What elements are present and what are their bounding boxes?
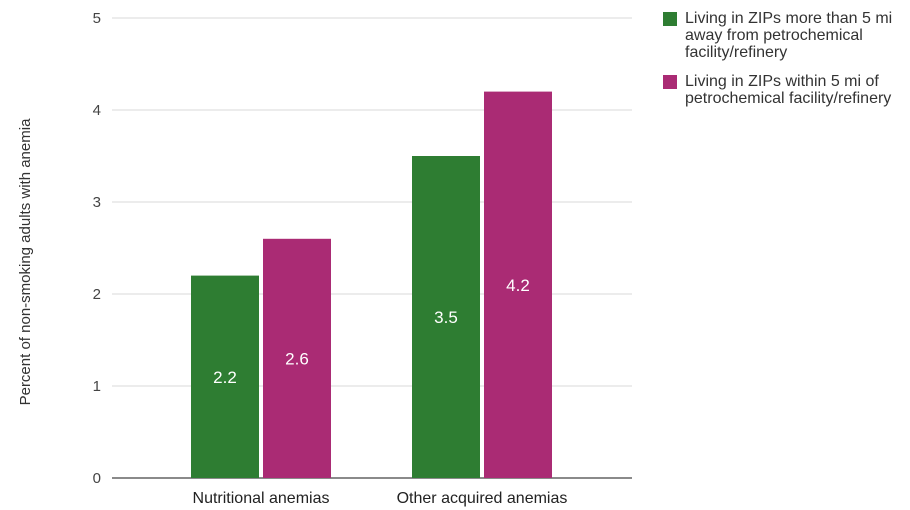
gridlines [112, 17, 632, 479]
y-tick-label: 2 [93, 286, 101, 303]
y-tick-label: 5 [93, 10, 101, 27]
legend: Living in ZIPs more than 5 mi away from … [663, 10, 908, 119]
data-label: 2.2 [213, 368, 237, 387]
y-axis-title: Percent of non-smoking adults with anemi… [17, 118, 34, 405]
bar-far-1 [412, 156, 480, 478]
data-label: 3.5 [434, 308, 458, 327]
data-label: 4.2 [506, 276, 530, 295]
legend-label-far: Living in ZIPs more than 5 mi away from … [685, 10, 893, 61]
legend-swatch-near [663, 75, 677, 89]
data-labels: 2.2 2.6 3.5 4.2 [213, 276, 530, 387]
y-tick-label: 4 [93, 102, 101, 119]
x-category-label: Nutritional anemias [193, 490, 330, 507]
x-axis-labels: Nutritional anemias Other acquired anemia… [193, 490, 568, 507]
legend-label-near: Living in ZIPs within 5 mi of petrochemi… [685, 73, 892, 107]
x-category-label: Other acquired anemias [397, 490, 568, 507]
bar-near-0 [263, 238, 331, 478]
y-axis-ticks: 0 1 2 3 4 5 [93, 10, 101, 487]
bar-near-1 [484, 91, 552, 478]
legend-swatch-far [663, 12, 677, 26]
bars [191, 91, 552, 478]
bar-far-0 [191, 275, 259, 478]
y-tick-label: 0 [93, 470, 101, 487]
y-tick-label: 3 [93, 194, 101, 211]
y-tick-label: 1 [93, 378, 101, 395]
legend-item-near: Living in ZIPs within 5 mi of petrochemi… [663, 73, 908, 107]
data-label: 2.6 [285, 349, 309, 368]
legend-item-far: Living in ZIPs more than 5 mi away from … [663, 10, 908, 61]
